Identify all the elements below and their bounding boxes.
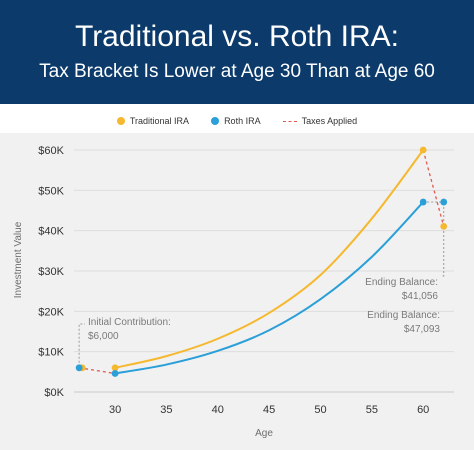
traditional-dot-icon bbox=[116, 117, 125, 125]
x-axis-title: Age bbox=[255, 428, 273, 439]
x-tick-label: 60 bbox=[417, 404, 429, 416]
y-tick-label: $40K bbox=[38, 226, 64, 238]
y-tick-label: $60K bbox=[38, 145, 64, 157]
ending-balance-roth-value: $41,056 bbox=[402, 291, 439, 302]
y-tick-label: $50K bbox=[38, 185, 64, 197]
y-tick-label: $10K bbox=[38, 347, 64, 359]
annotation-connectors bbox=[78, 201, 445, 363]
traditional-ira-marker bbox=[440, 223, 448, 230]
ending-balance-traditional-label: Ending Balance: bbox=[367, 310, 440, 321]
taxes-lines bbox=[79, 149, 445, 375]
x-tick-label: 40 bbox=[212, 404, 224, 416]
header-banner: Traditional vs. Roth IRA: Tax Bracket Is… bbox=[0, 0, 474, 104]
y-tick-label: $20K bbox=[38, 306, 64, 318]
roth-dot-icon bbox=[211, 117, 220, 125]
series-lines bbox=[114, 149, 424, 375]
legend-label-roth: Roth IRA bbox=[224, 116, 261, 126]
initial-contribution-value: $6,000 bbox=[88, 331, 119, 342]
y-tick-label: $0K bbox=[44, 387, 64, 399]
roth-ira-marker bbox=[75, 364, 83, 372]
x-tick-label: 45 bbox=[263, 404, 275, 416]
y-axis-ticks: $0K $10K $20K $30K $40K $50K $60K bbox=[38, 145, 64, 399]
dashed-line-icon bbox=[282, 120, 297, 122]
chart-subtitle: Tax Bracket Is Lower at Age 30 Than at A… bbox=[39, 61, 435, 82]
legend-label-taxes: Taxes Applied bbox=[301, 116, 358, 126]
traditional-ira-marker bbox=[111, 364, 119, 372]
ending-balance-roth-label: Ending Balance: bbox=[365, 277, 438, 288]
x-tick-label: 35 bbox=[160, 404, 172, 416]
y-axis-title: Investment Value bbox=[13, 221, 24, 298]
x-tick-label: 30 bbox=[109, 404, 121, 416]
initial-contribution-label: Initial Contribution: bbox=[88, 317, 171, 328]
legend-item-roth: Roth IRA bbox=[211, 116, 261, 126]
x-tick-label: 55 bbox=[366, 404, 378, 416]
chart-title: Traditional vs. Roth IRA: bbox=[74, 20, 399, 53]
y-tick-label: $30K bbox=[38, 266, 64, 278]
roth-ira-marker bbox=[111, 370, 119, 377]
roth-ira-line bbox=[114, 201, 424, 375]
ending-balance-traditional-value: $47,093 bbox=[404, 324, 441, 335]
traditional-ira-marker bbox=[419, 146, 427, 154]
traditional-ira-line bbox=[114, 149, 424, 369]
x-axis-ticks: 30 35 40 45 50 55 60 bbox=[109, 404, 429, 416]
roth-ira-marker bbox=[419, 198, 427, 206]
roth-ira-marker bbox=[440, 198, 448, 206]
plot-background bbox=[0, 133, 474, 450]
gridlines bbox=[74, 149, 454, 393]
legend-item-traditional: Traditional IRA bbox=[116, 116, 190, 126]
series-markers bbox=[75, 146, 448, 377]
legend: Traditional IRA Roth IRA Taxes Applied bbox=[0, 110, 474, 132]
ending-balance-connector bbox=[442, 207, 445, 277]
legend-item-taxes: Taxes Applied bbox=[282, 116, 358, 126]
initial-contribution-connector bbox=[78, 323, 85, 363]
x-tick-label: 50 bbox=[314, 404, 326, 416]
legend-label-traditional: Traditional IRA bbox=[129, 116, 190, 126]
taxes-applied-line bbox=[422, 149, 445, 227]
